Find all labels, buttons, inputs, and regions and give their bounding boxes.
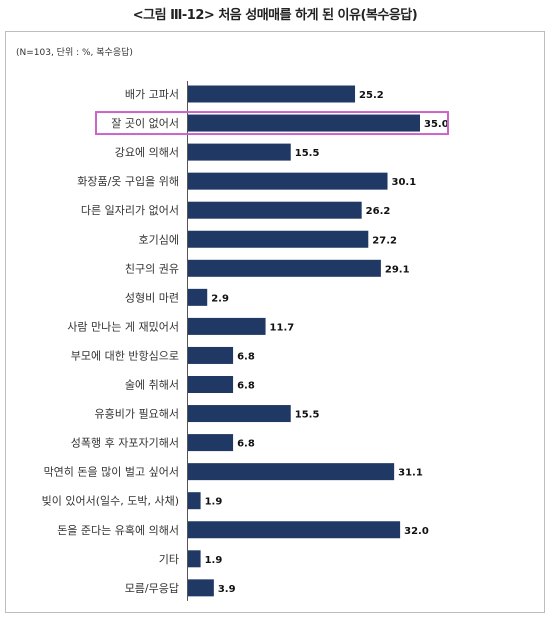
bar xyxy=(188,201,362,219)
bar xyxy=(188,288,208,306)
bar xyxy=(188,405,291,423)
value-label: 15.5 xyxy=(295,148,320,159)
figure-title: <그림 Ⅲ-12> 처음 성매매를 하게 된 이유(복수응답) xyxy=(132,8,418,23)
value-label: 31.1 xyxy=(398,468,423,479)
bar xyxy=(188,434,234,452)
bar xyxy=(188,143,291,161)
highlight-box xyxy=(95,111,449,136)
bars xyxy=(188,85,420,597)
bar xyxy=(188,376,234,393)
category-label: 친구의 권유 xyxy=(125,262,179,275)
value-label: 1.9 xyxy=(205,497,223,508)
category-label: 잘 곳이 없어서 xyxy=(111,117,179,130)
chart-frame xyxy=(5,31,545,613)
category-label: 술에 취해서 xyxy=(125,378,179,392)
bar xyxy=(188,492,201,510)
category-label: 유흥비가 필요해서 xyxy=(95,407,179,421)
value-label: 3.9 xyxy=(218,584,236,595)
category-label: 막연히 돈을 많이 벌고 싶어서 xyxy=(44,465,179,479)
value-label: 30.1 xyxy=(392,177,417,188)
category-label: 부모에 대한 반항심으로 xyxy=(71,349,179,362)
category-label: 모름/무응답 xyxy=(125,582,179,595)
category-label: 성폭행 후 자포자기해서 xyxy=(71,436,179,450)
value-label: 25.2 xyxy=(359,90,384,101)
category-label: 강요에 의해서 xyxy=(115,145,179,159)
category-label: 배가 고파서 xyxy=(125,88,179,101)
bar xyxy=(188,550,201,568)
highlight-layer xyxy=(95,111,449,136)
bar xyxy=(188,172,388,190)
value-label: 29.1 xyxy=(385,264,410,275)
category-label: 성형비 마련 xyxy=(125,291,179,304)
value-label: 26.2 xyxy=(366,206,391,217)
value-label: 35.0 xyxy=(424,119,449,130)
value-label: 2.9 xyxy=(211,293,229,304)
bar xyxy=(188,114,420,132)
category-label: 기타 xyxy=(159,553,179,566)
bar xyxy=(188,85,356,103)
bar xyxy=(188,579,214,597)
value-labels: 25.2 35.0 15.5 30.1 26.2 27.2 29.1 2.9 11.7 6.8 6.… xyxy=(205,90,449,595)
value-label: 15.5 xyxy=(295,410,320,421)
chart-note: (N=103, 단위 : %, 복수응답) xyxy=(16,48,133,58)
category-label: 돈을 준다는 유혹에 의해서 xyxy=(57,523,179,537)
bar xyxy=(188,463,395,481)
bar xyxy=(188,259,381,277)
value-label: 6.8 xyxy=(237,381,255,392)
value-label: 32.0 xyxy=(404,526,429,537)
value-label: 11.7 xyxy=(270,322,295,333)
category-label: 빚이 있어서(일수, 도박, 사채) xyxy=(42,494,179,508)
value-label: 6.8 xyxy=(237,351,255,362)
value-label: 6.8 xyxy=(237,439,255,450)
category-label: 사람 만나는 게 재밌어서 xyxy=(67,320,179,333)
bar xyxy=(188,317,266,335)
category-label: 호기심에 xyxy=(139,233,179,246)
value-label: 27.2 xyxy=(372,235,397,246)
bar xyxy=(188,346,234,364)
value-label: 1.9 xyxy=(205,555,223,566)
bar xyxy=(188,521,401,539)
category-label: 다른 일자리가 없어서 xyxy=(81,203,179,217)
category-label: 화장품/옷 구입을 위해 xyxy=(77,174,179,188)
bar xyxy=(188,230,369,248)
